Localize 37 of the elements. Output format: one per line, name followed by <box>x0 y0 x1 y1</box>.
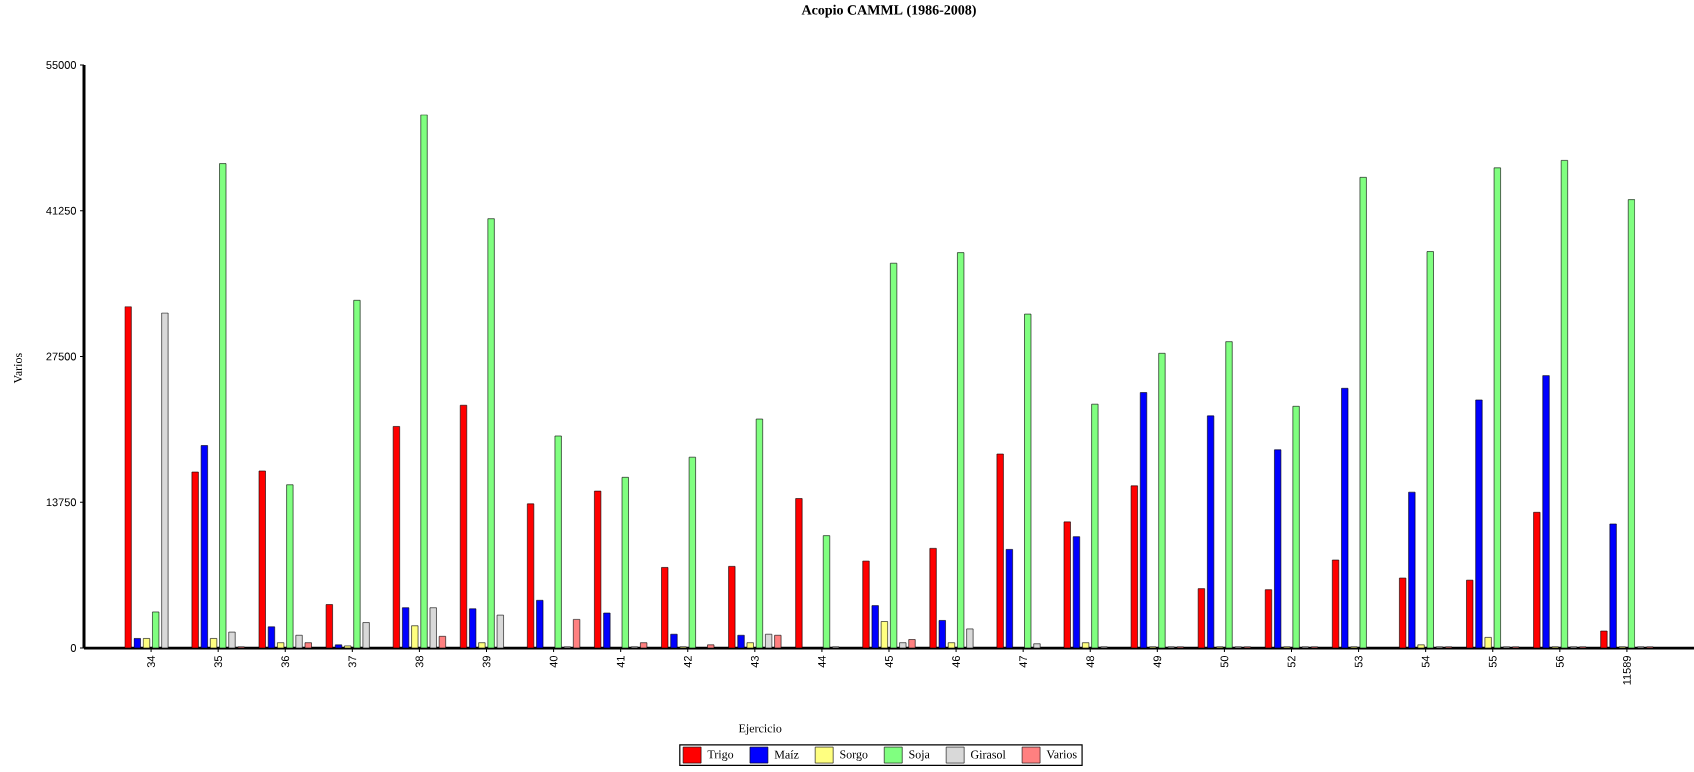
y-tick-label: 13750 <box>46 498 77 507</box>
x-tick-label: 52 <box>1287 656 1296 668</box>
x-tick-label: 43 <box>750 656 759 668</box>
x-tick-label: 49 <box>1153 656 1162 668</box>
x-tick-label: 41 <box>616 656 625 668</box>
y-tick-label: 55000 <box>46 61 77 69</box>
x-tick-label: 44 <box>818 655 826 668</box>
legend-label: Soja <box>909 750 930 761</box>
x-tick-label: 55 <box>1488 656 1497 668</box>
x-tick-label: 34 <box>147 655 155 668</box>
legend-label: Varios <box>1046 750 1077 759</box>
x-tick-label: 53 <box>1354 656 1363 668</box>
x-tick-label: 35 <box>214 656 223 668</box>
x-tick-label: 54 <box>1421 655 1430 668</box>
x-tick-label: 56 <box>1555 656 1564 668</box>
x-tick-label: 40 <box>549 655 558 668</box>
legend-label: Sorgo <box>840 750 868 761</box>
x-tick-label: 42 <box>683 656 692 668</box>
x-axis-title: Ejercicio <box>738 724 782 735</box>
legend-label: Trigo <box>707 750 734 761</box>
y-tick-label: 27500 <box>46 352 77 361</box>
x-tick-label: 50 <box>1220 655 1229 668</box>
x-tick-label: 37 <box>348 656 357 668</box>
legend-label: Maíz <box>774 750 799 759</box>
legend-label: Girasol <box>970 750 1006 759</box>
y-axis-title: Varios <box>13 353 23 384</box>
x-tick-label: 36 <box>281 656 290 668</box>
y-tick-label: 41250 <box>46 206 77 215</box>
x-tick-label: 11589 <box>1623 656 1631 685</box>
x-tick-label: 47 <box>1019 656 1027 668</box>
chart-title: Acopio CAMML (1986-2008) <box>801 4 976 18</box>
x-tick-label: 45 <box>885 656 893 668</box>
x-tick-label: 48 <box>1086 656 1095 668</box>
y-tick-label: 0 <box>70 644 77 652</box>
x-tick-label: 38 <box>415 656 424 668</box>
x-tick-label: 46 <box>952 656 960 668</box>
x-tick-label: 39 <box>482 656 491 668</box>
